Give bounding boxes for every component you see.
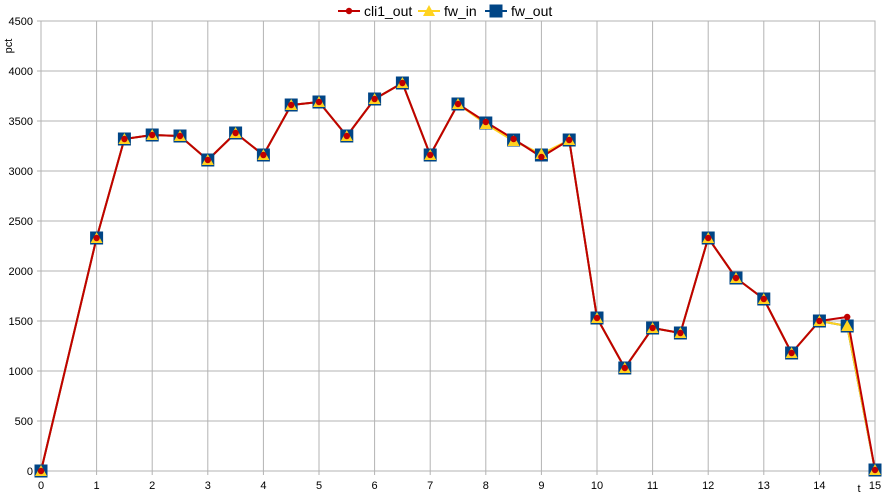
y-tick-label: 500 — [15, 416, 33, 428]
y-tick-label: 2000 — [9, 266, 33, 278]
cli1_out-marker — [621, 364, 628, 372]
cli1_out-marker — [816, 317, 823, 325]
y-tick-label: 1000 — [9, 366, 33, 378]
cli1_out-marker — [176, 132, 184, 140]
series-lines — [40, 82, 876, 472]
legend-item-fw_in: fw_in — [418, 3, 477, 19]
cli1_out-marker — [121, 135, 128, 143]
x-tick-label: 10 — [591, 480, 603, 492]
cli1_out-marker — [371, 95, 378, 103]
cli1_out-marker — [93, 234, 100, 242]
x-axis-label: t — [857, 483, 860, 495]
x-tick-label: 15 — [869, 480, 881, 492]
cli1_out-marker — [204, 156, 211, 164]
x-tick-label: 6 — [372, 480, 378, 492]
x-tick-label: 2 — [149, 480, 155, 492]
x-tick-label: 3 — [205, 480, 211, 492]
cli1_out-marker — [37, 467, 45, 475]
cli1_out-marker — [732, 274, 740, 282]
x-tick-label: 4 — [260, 480, 266, 492]
cli1_out-marker — [760, 295, 767, 303]
x-tick-label: 9 — [538, 480, 544, 492]
cli1_out-line — [40, 82, 876, 472]
cli1_out-marker — [343, 132, 350, 140]
y-tick-label: 3500 — [9, 116, 33, 128]
x-tick-label: 0 — [38, 480, 44, 492]
x-tick-label: 1 — [94, 480, 100, 492]
y-tick-label: 0 — [27, 466, 33, 478]
legend-label: fw_out — [511, 3, 552, 19]
cli1_out-marker — [593, 314, 601, 322]
fw_in-marker — [841, 320, 854, 331]
cli1_out-marker — [677, 329, 684, 337]
cli1_out-marker — [149, 131, 156, 139]
plot-grid — [40, 20, 876, 472]
y-axis-label: pct — [3, 39, 15, 54]
cli1_out-marker — [510, 135, 517, 143]
cli1_out-marker — [427, 151, 434, 159]
cli1_out-marker — [788, 349, 795, 357]
y-tick-label: 3000 — [9, 166, 33, 178]
x-tick-label: 11 — [647, 480, 658, 492]
cli1_out-marker — [566, 136, 573, 144]
cli1_out-marker — [649, 324, 656, 332]
legend-label: fw_in — [444, 3, 477, 19]
x-tick-label: 5 — [316, 480, 322, 492]
y-tick-label: 4000 — [9, 66, 33, 78]
x-tick-label: 8 — [483, 480, 489, 492]
cli1_out-marker — [482, 118, 489, 126]
fw_in-line — [40, 82, 876, 472]
y-tick-label: 4500 — [9, 16, 33, 28]
plot-axes — [37, 20, 876, 475]
x-tick-label: 7 — [427, 480, 433, 492]
fw_in-marker — [423, 5, 435, 16]
x-tick-label: 13 — [758, 480, 770, 492]
legend: cli1_out fw_in fw_out — [338, 3, 552, 19]
legend-item-fw_out: fw_out — [485, 3, 552, 19]
x-tick-label: 14 — [813, 480, 825, 492]
cli1_out-marker — [232, 129, 239, 137]
plot-frame — [40, 20, 876, 472]
cli1_out-marker — [705, 234, 712, 242]
cli1_out-marker — [538, 153, 545, 161]
cli1_out-marker — [345, 7, 353, 15]
fw_out-marker — [489, 4, 503, 18]
cli1_out-marker — [844, 313, 851, 321]
cli1_out-marker — [260, 151, 267, 159]
legend-label: cli1_out — [364, 3, 412, 19]
y-tick-label: 2500 — [9, 216, 33, 228]
cli1_out-marker — [871, 466, 879, 474]
cli1_out-marker — [399, 79, 406, 87]
fw_out-line — [40, 82, 876, 472]
series-markers — [34, 76, 882, 478]
cli1_out-marker — [288, 101, 295, 109]
cli1_out-marker — [454, 100, 462, 108]
x-tick-label: 12 — [702, 480, 714, 492]
y-tick-label: 1500 — [9, 316, 33, 328]
legend-item-cli1_out: cli1_out — [338, 3, 412, 19]
cli1_out-marker — [315, 98, 323, 106]
